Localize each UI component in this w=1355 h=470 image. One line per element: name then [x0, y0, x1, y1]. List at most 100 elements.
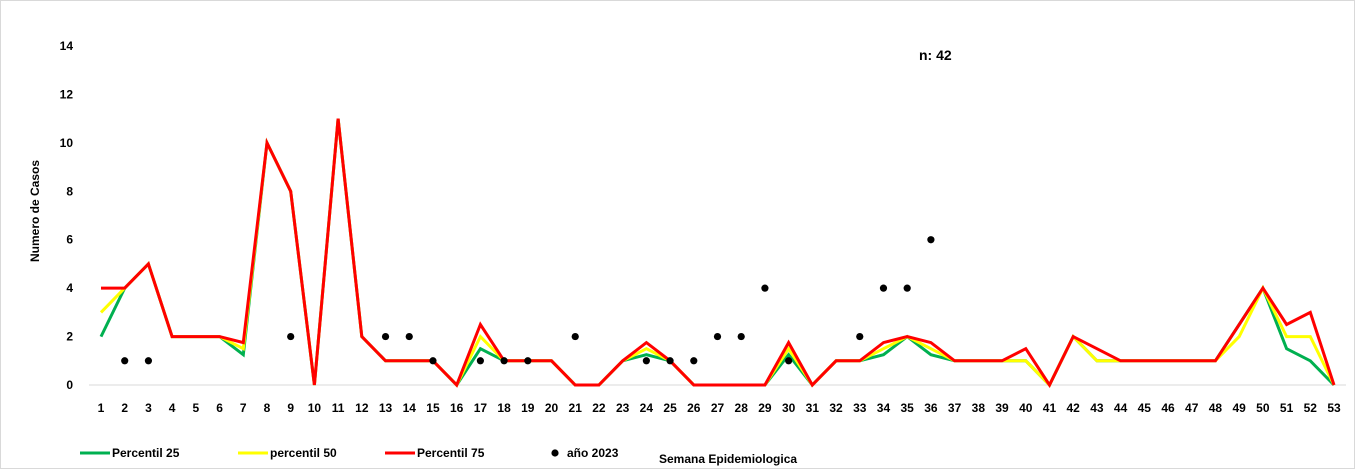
n-annotation: n: 42 [919, 47, 952, 63]
x-tick-label: 5 [193, 401, 200, 415]
x-tick-label: 24 [640, 401, 654, 415]
y-tick-label: 0 [66, 378, 73, 392]
x-tick-label: 49 [1232, 401, 1246, 415]
x-tick-label: 2 [121, 401, 128, 415]
x-tick-label: 46 [1161, 401, 1175, 415]
y-tick-label: 10 [60, 136, 74, 150]
x-tick-label: 36 [924, 401, 938, 415]
data-point-2023 [856, 332, 864, 341]
x-tick-label: 33 [853, 401, 867, 415]
x-tick-label: 15 [426, 401, 440, 415]
data-point-2023 [642, 357, 650, 365]
x-tick-label: 4 [169, 401, 176, 415]
data-point-2023 [927, 236, 935, 244]
x-tick-label: 26 [687, 401, 701, 415]
x-tick-label: 3 [145, 401, 152, 415]
x-tick-label: 34 [877, 401, 891, 415]
x-axis-ticks: 1 2 3 4 5 6 7 8 9 10 11 12 13 14 15 16 17 18 19 20 21 22 23 24 2… [98, 401, 1341, 415]
data-point-2023 [879, 284, 888, 292]
x-tick-label: 38 [972, 401, 986, 415]
x-tick-label: 31 [806, 401, 820, 415]
x-tick-label: 8 [264, 401, 271, 415]
x-tick-label: 50 [1256, 401, 1270, 415]
y-tick-label: 14 [60, 39, 74, 53]
x-tick-label: 39 [995, 401, 1009, 415]
x-tick-label: 12 [355, 401, 369, 415]
data-point-2023 [737, 332, 745, 341]
x-tick-label: 10 [308, 401, 322, 415]
x-tick-label: 48 [1209, 401, 1223, 415]
legend-label: Percentil 25 [112, 446, 180, 460]
x-tick-label: 43 [1090, 401, 1104, 415]
x-tick-label: 16 [450, 401, 464, 415]
data-point-2023 [713, 332, 722, 341]
legend-label: año 2023 [567, 446, 619, 460]
data-point-2023 [405, 332, 413, 341]
x-tick-label: 23 [616, 401, 630, 415]
data-point-2023 [903, 284, 911, 292]
data-point-2023 [287, 332, 295, 341]
x-tick-label: 25 [663, 401, 677, 415]
x-tick-label: 32 [829, 401, 843, 415]
x-tick-label: 18 [497, 401, 511, 415]
x-tick-label: 29 [758, 401, 772, 415]
x-tick-label: 47 [1185, 401, 1199, 415]
data-point-2023 [144, 357, 153, 365]
data-point-2023 [666, 357, 674, 365]
data-point-2023 [500, 357, 508, 365]
x-tick-label: 45 [1138, 401, 1152, 415]
x-tick-label: 28 [735, 401, 749, 415]
data-point-2023 [690, 357, 698, 365]
x-tick-label: 19 [521, 401, 535, 415]
x-tick-label: 30 [782, 401, 796, 415]
data-point-2023 [785, 357, 793, 365]
x-tick-label: 20 [545, 401, 559, 415]
x-tick-label: 13 [379, 401, 393, 415]
x-tick-label: 27 [711, 401, 725, 415]
data-point-2023 [429, 357, 437, 365]
x-tick-label: 9 [287, 401, 294, 415]
x-tick-label: 37 [948, 401, 962, 415]
x-tick-label: 44 [1114, 401, 1128, 415]
data-point-2023 [571, 332, 579, 341]
y-tick-label: 6 [66, 233, 73, 247]
x-tick-label: 21 [569, 401, 583, 415]
legend-label: percentil 50 [270, 446, 337, 460]
x-axis-title: Semana Epidemiologica [659, 452, 797, 466]
data-point-2023 [524, 357, 532, 365]
y-axis-title: Numero de Casos [28, 160, 42, 262]
series-line-percentil-75 [101, 118, 1336, 389]
y-tick-label: 4 [66, 281, 73, 295]
x-tick-label: 17 [474, 401, 488, 415]
data-point-2023 [761, 284, 769, 292]
series-line-percentil-50 [99, 118, 1336, 388]
series-lines [99, 118, 1336, 389]
legend-label: Percentil 75 [417, 446, 485, 460]
y-tick-label: 12 [60, 87, 74, 101]
legend-swatch [551, 449, 559, 457]
x-tick-label: 22 [592, 401, 606, 415]
x-tick-label: 35 [901, 401, 915, 415]
x-tick-label: 14 [403, 401, 417, 415]
x-tick-label: 53 [1327, 401, 1341, 415]
x-tick-label: 1 [98, 401, 105, 415]
x-tick-label: 40 [1019, 401, 1033, 415]
x-tick-label: 6 [216, 401, 223, 415]
x-tick-label: 11 [332, 401, 345, 415]
x-tick-label: 52 [1304, 401, 1318, 415]
series-line-percentil-25 [99, 118, 1336, 388]
data-point-2023 [121, 357, 129, 365]
legend: Percentil 25 percentil 50 Percentil 75 año … [80, 446, 619, 460]
data-point-2023 [381, 332, 390, 341]
x-tick-label: 42 [1066, 401, 1080, 415]
y-tick-label: 8 [66, 184, 73, 198]
y-axis-ticks: 0 2 4 6 8 10 12 14 [60, 39, 74, 392]
y-tick-label: 2 [66, 330, 73, 344]
x-tick-label: 51 [1280, 401, 1294, 415]
data-point-2023 [476, 357, 484, 365]
series-points [121, 236, 935, 365]
x-tick-label: 7 [240, 401, 247, 415]
x-tick-label: 41 [1043, 401, 1057, 415]
